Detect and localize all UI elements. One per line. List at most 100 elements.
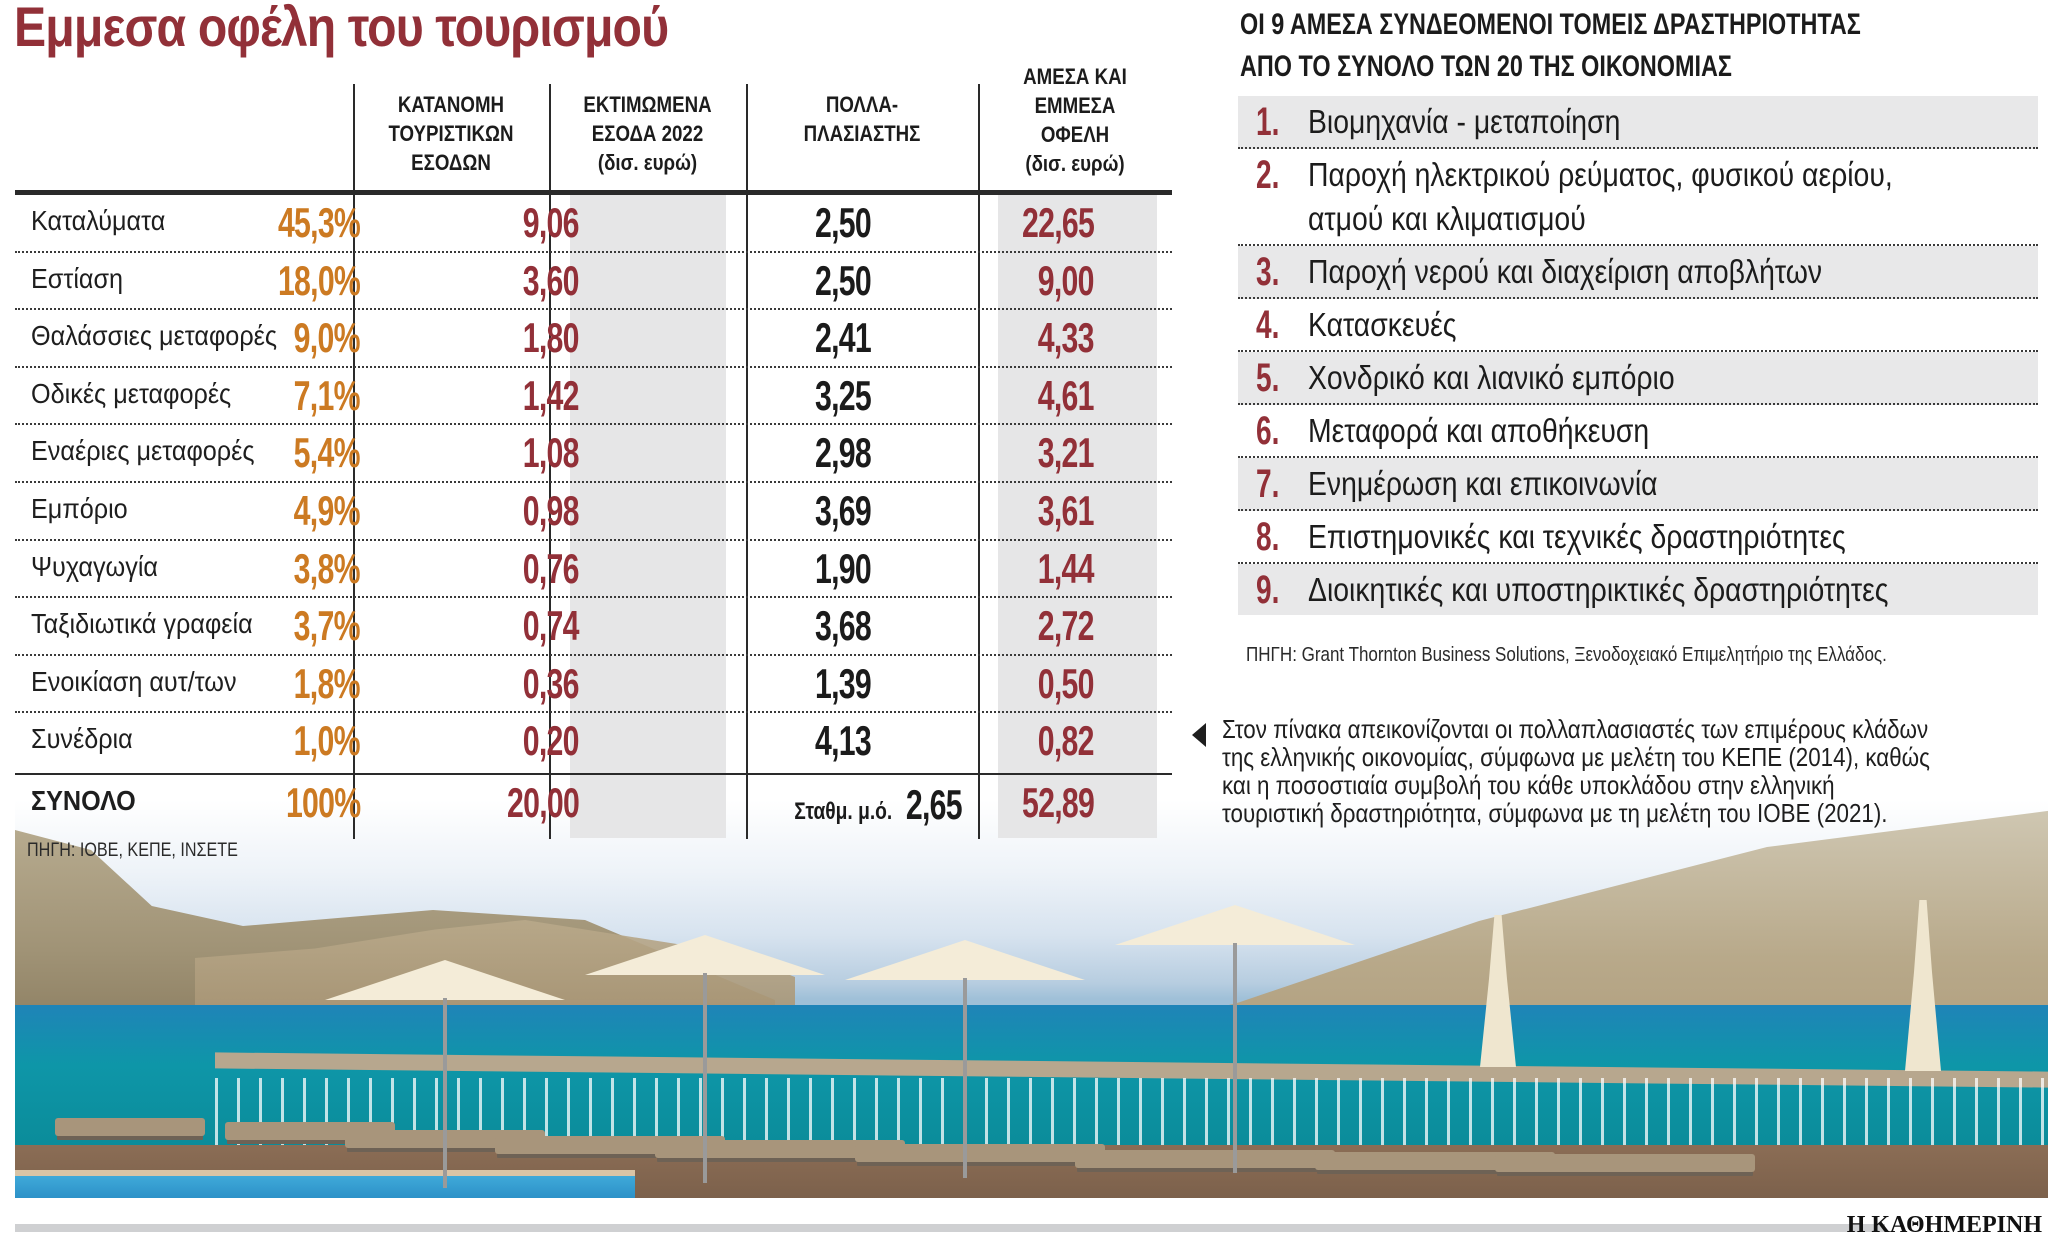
page-title: Εμμεσα οφέλη του τουρισμού xyxy=(14,0,669,58)
revenue-value: 3,60 xyxy=(523,256,580,304)
list-item: 6. Μεταφορά και αποθήκευση xyxy=(1238,405,2038,458)
multiplier-value: 4,13 xyxy=(815,717,872,765)
note-line: και η ποσοστιαία συμβολή του κάθε υποκλά… xyxy=(1222,770,1835,800)
table-row: Εναέριες μεταφορές 5,4% 1,08 2,98 3,21 xyxy=(15,425,1172,483)
sectors-title-line: ΑΠΟ ΤΟ ΣΥΝΟΛΟ ΤΩΝ 20 ΤΗΣ ΟΙΚΟΝΟΜΙΑΣ xyxy=(1240,50,1732,83)
footer-bar xyxy=(15,1224,1885,1232)
sun-lounger xyxy=(1495,1154,1755,1172)
benefit-value: 22,65 xyxy=(1021,199,1095,246)
benefit-value: 4,61 xyxy=(1038,371,1095,419)
item-number: 9. xyxy=(1256,568,1280,612)
list-item: 4. Κατασκευές xyxy=(1238,299,2038,352)
header-line: ΕΣΟΔΩΝ xyxy=(411,150,491,175)
share-value: 18,0% xyxy=(277,256,361,304)
share-value: 1,8% xyxy=(293,659,361,707)
benefit-value: 3,21 xyxy=(1038,429,1095,477)
sun-lounger xyxy=(55,1118,205,1136)
row-label: Ψυχαγωγία xyxy=(31,550,158,582)
benefit-value: 4,33 xyxy=(1038,314,1095,362)
header-multiplier: ΠΟΛΛΑ- ΠΛΑΣΙΑΣΤΗΣ xyxy=(763,90,960,148)
benefit-value: 3,61 xyxy=(1038,487,1095,534)
header-rule xyxy=(15,190,1172,195)
row-label: Καταλύματα xyxy=(31,205,166,236)
item-text: Παροχή ηλεκτρικού ρεύματος, φυσικού αερί… xyxy=(1308,156,1893,193)
header-line: ΚΑΤΑΝΟΜΗ xyxy=(397,92,505,117)
list-item: 5. Χονδρικό και λιανικό εμπόριο xyxy=(1238,352,2038,405)
list-item: 7. Ενημέρωση και επικοινωνία xyxy=(1238,458,2038,511)
benefit-value: 9,00 xyxy=(1038,256,1095,304)
header-line: ΕΚΤΙΜΩΜΕΝΑ xyxy=(583,92,712,117)
publisher-logo: Η ΚΑΘΗΜΕΡΙΝΗ xyxy=(1846,1212,2042,1238)
share-value: 5,4% xyxy=(293,429,361,477)
header-benefit: ΑΜΕΣΑ ΚΑΙ ΕΜΜΕΣΑ ΟΦΕΛΗ (δισ. ευρώ) xyxy=(993,62,1158,178)
header-line: ΠΟΛΛΑ- xyxy=(825,92,899,117)
table-row: Ενοικίαση αυτ/των 1,8% 0,36 1,39 0,50 xyxy=(15,656,1172,714)
multiplier-value: 2,41 xyxy=(815,314,872,362)
header-line: ΑΜΕΣΑ ΚΑΙ xyxy=(1023,64,1127,89)
list-item: 2. Παροχή ηλεκτρικού ρεύματος, φυσικού α… xyxy=(1238,149,2038,246)
header-line: (δισ. ευρώ) xyxy=(1025,151,1125,176)
table-row: Εστίαση 18,0% 3,60 2,50 9,00 xyxy=(15,253,1172,311)
share-value: 1,0% xyxy=(293,717,361,765)
revenue-value: 0,36 xyxy=(523,659,580,707)
list-item: 8. Επιστημονικές και τεχνικές δραστηριότ… xyxy=(1238,511,2038,564)
row-label: Συνέδρια xyxy=(31,723,133,755)
total-share: 100% xyxy=(285,779,361,826)
header-line: ΕΜΜΕΣΑ xyxy=(1034,93,1116,118)
table-row: Καταλύματα 45,3% 9,06 2,50 22,65 xyxy=(15,195,1172,253)
header-revenue: ΕΚΤΙΜΩΜΕΝΑ ΕΣΟΔΑ 2022 (δισ. ευρώ) xyxy=(564,90,731,177)
row-label: Εμπόριο xyxy=(31,493,128,524)
multiplier-value: 3,68 xyxy=(815,602,872,650)
row-label: Ταξιδιωτικά γραφεία xyxy=(31,608,253,640)
item-text: Διοικητικές και υποστηρικτικές δραστηριό… xyxy=(1308,571,1889,608)
table-row: Συνέδρια 1,0% 0,20 4,13 0,82 xyxy=(15,713,1172,771)
share-value: 45,3% xyxy=(277,199,361,246)
header-line: ΟΦΕΛΗ xyxy=(1040,122,1110,147)
pool xyxy=(15,1170,635,1198)
note-line: τουριστική δραστηριότητα, σύμφωνα με τη … xyxy=(1222,798,1888,828)
item-text: Χονδρικό και λιανικό εμπόριο xyxy=(1308,359,1675,396)
table-row: Εμπόριο 4,9% 0,98 3,69 3,61 xyxy=(15,483,1172,541)
item-text: Μεταφορά και αποθήκευση xyxy=(1308,412,1650,449)
sun-lounger xyxy=(855,1144,1105,1162)
revenue-value: 0,74 xyxy=(523,602,580,650)
benefit-value: 0,82 xyxy=(1038,717,1095,765)
note-line: Στον πίνακα απεικονίζονται οι πολλαπλασι… xyxy=(1222,714,1929,744)
item-number: 8. xyxy=(1256,515,1280,559)
multiplier-value: 3,25 xyxy=(815,371,872,419)
item-text: Επιστημονικές και τεχνικές δραστηριότητε… xyxy=(1308,518,1846,555)
multiplier-value: 2,50 xyxy=(815,199,872,246)
revenue-value: 0,76 xyxy=(523,544,580,592)
share-value: 9,0% xyxy=(293,314,361,362)
note-line: της ελληνικής οικονομίας, σύμφωνα με μελ… xyxy=(1222,742,1930,772)
table-source: ΠΗΓΗ: ΙΟΒΕ, ΚΕΠΕ, ΙΝΣΕΤΕ xyxy=(27,840,238,861)
table-row: Ψυχαγωγία 3,8% 0,76 1,90 1,44 xyxy=(15,541,1172,599)
sun-lounger xyxy=(1075,1150,1335,1168)
item-number: 2. xyxy=(1256,153,1280,197)
revenue-column-shade xyxy=(570,193,726,838)
row-label: Ενοικίαση αυτ/των xyxy=(31,665,237,697)
row-label: Θαλάσσιες μεταφορές xyxy=(31,320,278,352)
revenue-value: 1,42 xyxy=(523,371,580,419)
header-line: ΠΛΑΣΙΑΣΤΗΣ xyxy=(803,121,921,146)
sectors-list: 1. Βιομηχανία - μεταποίηση 2. Παροχή ηλε… xyxy=(1238,96,2038,615)
revenue-value: 9,06 xyxy=(523,199,580,246)
multiplier-value: 1,90 xyxy=(815,544,872,592)
resort-photo xyxy=(15,800,2048,1198)
row-label: Εστίαση xyxy=(31,262,124,294)
revenue-value: 0,20 xyxy=(523,717,580,765)
item-text: Βιομηχανία - μεταποίηση xyxy=(1308,103,1621,140)
item-text: ατμού και κλιματισμού xyxy=(1308,200,1586,237)
row-label: Οδικές μεταφορές xyxy=(31,377,232,409)
benefit-value: 1,44 xyxy=(1038,544,1095,592)
triangle-left-icon xyxy=(1192,723,1206,747)
row-label: Εναέριες μεταφορές xyxy=(31,435,255,467)
share-value: 3,7% xyxy=(293,602,361,650)
weighted-mean-multiplier: Σταθμ. μ.ό. 2,65 xyxy=(761,779,993,831)
multiplier-value: 2,50 xyxy=(815,256,872,304)
item-number: 5. xyxy=(1256,356,1280,400)
table-row: Θαλάσσιες μεταφορές 9,0% 1,80 2,41 4,33 xyxy=(15,310,1172,368)
item-number: 7. xyxy=(1256,462,1280,506)
multiplier-value: 2,98 xyxy=(815,429,872,477)
share-value: 4,9% xyxy=(293,487,361,534)
